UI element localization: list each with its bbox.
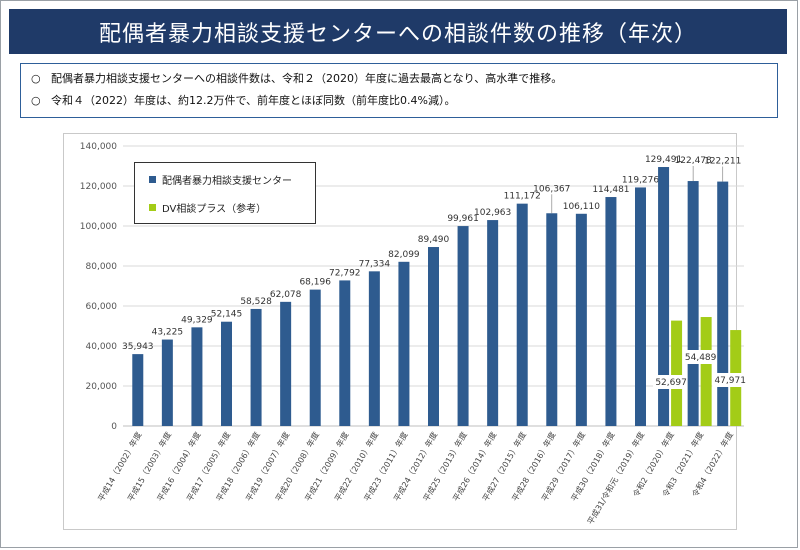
data-label-series-1: 122,478 bbox=[675, 156, 712, 166]
bar-series-1 bbox=[635, 187, 646, 426]
bar-series-1 bbox=[132, 354, 144, 426]
data-label-box bbox=[712, 373, 749, 387]
data-label-series-1: 35,943 bbox=[122, 342, 154, 352]
data-label-series-1: 72,792 bbox=[329, 268, 361, 278]
data-label-series-1: 111,172 bbox=[504, 192, 541, 202]
data-label-series-1: 62,078 bbox=[270, 290, 302, 300]
bar-series-1 bbox=[398, 261, 410, 426]
bar-series-1 bbox=[161, 339, 173, 426]
y-tick-label: 80,000 bbox=[86, 262, 118, 272]
data-label-series-1: 99,961 bbox=[447, 214, 479, 224]
bar-series-1 bbox=[457, 226, 469, 426]
y-tick-label: 100,000 bbox=[80, 222, 117, 232]
bar-series-1 bbox=[309, 289, 321, 426]
summary-text-2: 令和４（2022）年度は、約12.2万件で、前年度とほぼ同数（前年度比0.4%減… bbox=[51, 94, 456, 107]
bullet-icon: ○ bbox=[31, 72, 41, 85]
y-tick-label: 0 bbox=[111, 422, 117, 432]
chart-legend: 配偶者暴力相談支援センター DV相談プラス（参考） bbox=[134, 162, 316, 224]
data-label-series-1: 82,099 bbox=[388, 250, 420, 260]
legend-swatch-series-1 bbox=[149, 176, 156, 183]
bar-series-2 bbox=[671, 320, 683, 426]
y-tick-label: 120,000 bbox=[80, 182, 117, 192]
bar-series-1 bbox=[717, 181, 729, 426]
data-label-series-1: 89,490 bbox=[418, 235, 450, 245]
y-tick-label: 40,000 bbox=[86, 342, 118, 352]
y-tick-label: 60,000 bbox=[86, 302, 118, 312]
data-label-series-1: 102,963 bbox=[474, 208, 511, 218]
page-title: 配偶者暴力相談支援センターへの相談件数の推移（年次） bbox=[9, 9, 787, 54]
bar-series-1 bbox=[605, 197, 617, 426]
bar-series-1 bbox=[487, 220, 499, 426]
bar-series-1 bbox=[191, 327, 203, 426]
data-label-series-1: 49,329 bbox=[181, 315, 213, 325]
data-label-series-1: 119,276 bbox=[622, 175, 659, 185]
bar-series-1 bbox=[221, 321, 232, 426]
data-label-series-2: 52,697 bbox=[655, 378, 687, 388]
data-label-series-1: 52,145 bbox=[211, 310, 243, 320]
legend-item-series-1: 配偶者暴力相談支援センター bbox=[149, 172, 292, 187]
page-title-text: 配偶者暴力相談支援センターへの相談件数の推移（年次） bbox=[98, 21, 697, 47]
bullet-icon: ○ bbox=[31, 94, 41, 107]
x-tick-label: 平成31/令和元（2019）年度 bbox=[585, 430, 646, 526]
data-label-series-1: 114,481 bbox=[592, 185, 629, 195]
summary-line-1: ○ 配偶者暴力相談支援センターへの相談件数は、令和２（2020）年度に過去最高と… bbox=[31, 68, 767, 90]
data-label-series-1: 58,528 bbox=[240, 297, 272, 307]
bar-series-1 bbox=[368, 271, 380, 426]
bar-series-1 bbox=[428, 247, 439, 426]
data-label-series-1: 77,334 bbox=[359, 259, 391, 269]
data-label-series-1: 106,367 bbox=[533, 184, 570, 194]
data-label-series-1: 106,110 bbox=[563, 202, 600, 212]
bar-series-1 bbox=[280, 301, 292, 426]
data-label-box bbox=[682, 350, 719, 364]
bar-series-1 bbox=[575, 213, 587, 426]
y-tick-label: 20,000 bbox=[86, 382, 118, 392]
data-label-box bbox=[653, 375, 690, 389]
data-label-series-2: 47,971 bbox=[714, 376, 746, 386]
y-tick-label: 140,000 bbox=[80, 142, 117, 152]
data-label-series-1: 43,225 bbox=[152, 328, 184, 338]
data-label-series-2: 54,489 bbox=[685, 353, 717, 363]
summary-box: ○ 配偶者暴力相談支援センターへの相談件数は、令和２（2020）年度に過去最高と… bbox=[20, 63, 778, 118]
bar-series-2 bbox=[700, 317, 712, 426]
data-label-series-1: 122,211 bbox=[704, 157, 741, 167]
summary-text-1: 配偶者暴力相談支援センターへの相談件数は、令和２（2020）年度に過去最高となり… bbox=[51, 72, 563, 85]
bar-series-1 bbox=[339, 280, 351, 426]
bar-series-1 bbox=[546, 213, 558, 426]
legend-label-series-2: DV相談プラス（参考） bbox=[162, 204, 267, 215]
bar-series-1 bbox=[658, 167, 670, 426]
data-label-series-1: 68,196 bbox=[299, 278, 331, 288]
bar-series-1 bbox=[516, 203, 528, 426]
bar-series-1 bbox=[250, 308, 262, 426]
legend-swatch-series-2 bbox=[149, 204, 156, 211]
bar-series-1 bbox=[687, 181, 699, 426]
legend-item-series-2: DV相談プラス（参考） bbox=[149, 200, 266, 215]
data-label-series-1: 129,491 bbox=[645, 155, 682, 165]
summary-line-2: ○ 令和４（2022）年度は、約12.2万件で、前年度とほぼ同数（前年度比0.4… bbox=[31, 90, 767, 112]
legend-label-series-1: 配偶者暴力相談支援センター bbox=[162, 176, 292, 187]
